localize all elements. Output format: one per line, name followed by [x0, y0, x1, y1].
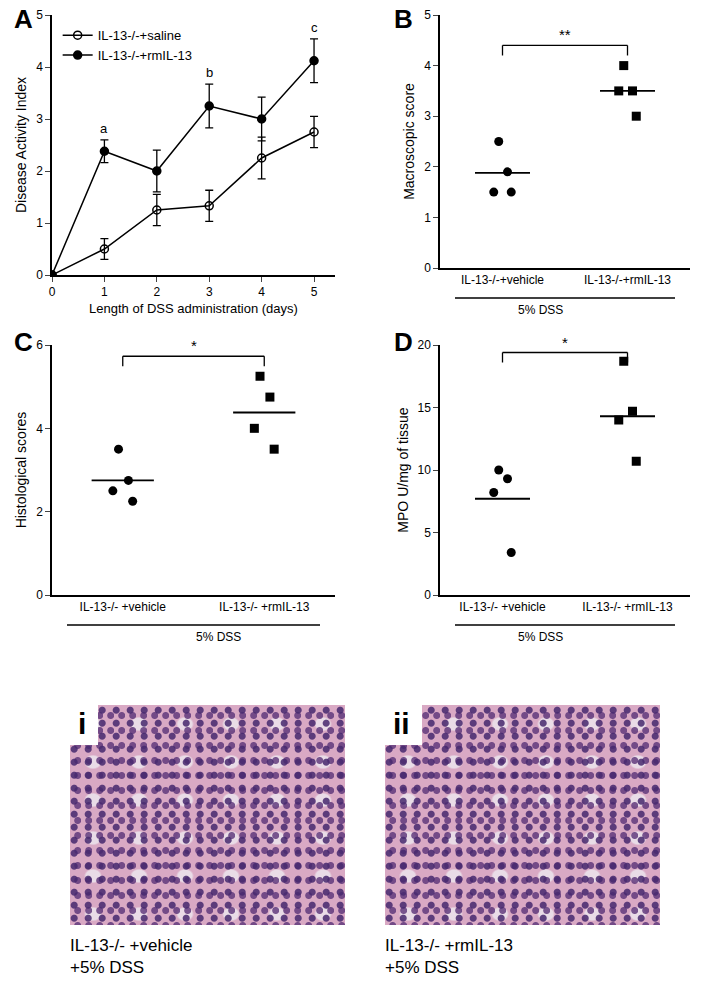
svg-text:4: 4: [258, 285, 265, 299]
svg-text:5% DSS: 5% DSS: [196, 630, 241, 644]
svg-text:6: 6: [36, 338, 43, 352]
html-text:i: i: [78, 707, 87, 740]
svg-text:*: *: [562, 334, 568, 351]
svg-text:a: a: [100, 121, 108, 136]
svg-text:B: B: [394, 4, 413, 34]
svg-text:A: A: [14, 4, 33, 34]
svg-text:2: 2: [36, 164, 43, 178]
svg-text:Length of DSS administration (: Length of DSS administration (days): [89, 301, 298, 316]
svg-text:1: 1: [36, 216, 43, 230]
svg-text:5: 5: [311, 285, 318, 299]
svg-text:15: 15: [417, 401, 431, 415]
svg-text:10: 10: [417, 463, 431, 477]
svg-text:0: 0: [49, 285, 56, 299]
html-text:ii: ii: [393, 707, 410, 740]
svg-text:5: 5: [36, 8, 43, 22]
svg-text:1: 1: [101, 285, 108, 299]
svg-text:*: *: [191, 337, 197, 354]
svg-text:IL-13-/- +vehicle: IL-13-/- +vehicle: [459, 600, 546, 614]
svg-text:0: 0: [424, 261, 431, 275]
svg-text:5% DSS: 5% DSS: [518, 303, 563, 317]
svg-text:4: 4: [36, 60, 43, 74]
svg-text:IL-13-/-+vehicle: IL-13-/-+vehicle: [461, 273, 544, 287]
svg-text:D: D: [394, 327, 413, 357]
svg-text:1: 1: [424, 211, 431, 225]
svg-text:3: 3: [206, 285, 213, 299]
svg-text:2: 2: [36, 505, 43, 519]
svg-text:0: 0: [424, 588, 431, 602]
svg-text:C: C: [14, 327, 33, 357]
svg-text:IL-13-/- +rmIL-13: IL-13-/- +rmIL-13: [219, 600, 310, 614]
html-text:+5% DSS: +5% DSS: [70, 958, 145, 977]
html-text:IL-13-/- +vehicle: IL-13-/- +vehicle: [70, 936, 193, 955]
svg-text:MPO U/mg of tissue: MPO U/mg of tissue: [395, 407, 411, 532]
svg-text:4: 4: [424, 59, 431, 73]
svg-text:2: 2: [153, 285, 160, 299]
svg-text:Histological scores: Histological scores: [13, 412, 29, 529]
html-text:IL-13-/- +rmIL-13: IL-13-/- +rmIL-13: [385, 936, 513, 955]
svg-text:3: 3: [36, 112, 43, 126]
svg-text:20: 20: [417, 338, 431, 352]
svg-text:IL-13-/-+saline: IL-13-/-+saline: [98, 28, 181, 43]
svg-text:5: 5: [424, 8, 431, 22]
svg-text:b: b: [206, 65, 213, 80]
svg-text:IL-13-/- +vehicle: IL-13-/- +vehicle: [80, 600, 167, 614]
svg-text:0: 0: [36, 268, 43, 282]
svg-text:Disease Activity Index: Disease Activity Index: [13, 77, 29, 213]
svg-text:4: 4: [36, 422, 43, 436]
svg-text:3: 3: [424, 109, 431, 123]
html-text:+5% DSS: +5% DSS: [385, 958, 460, 977]
svg-text:Macroscopic score: Macroscopic score: [401, 83, 417, 200]
svg-text:IL-13-/-+rmIL-13: IL-13-/-+rmIL-13: [584, 273, 671, 287]
svg-text:2: 2: [424, 160, 431, 174]
svg-text:5% DSS: 5% DSS: [518, 630, 563, 644]
svg-text:5: 5: [424, 526, 431, 540]
svg-text:IL-13-/- +rmIL-13: IL-13-/- +rmIL-13: [582, 600, 673, 614]
svg-text:c: c: [311, 20, 318, 35]
svg-text:0: 0: [36, 588, 43, 602]
svg-text:IL-13-/-+rmIL-13: IL-13-/-+rmIL-13: [98, 48, 192, 63]
svg-text:**: **: [559, 26, 571, 43]
